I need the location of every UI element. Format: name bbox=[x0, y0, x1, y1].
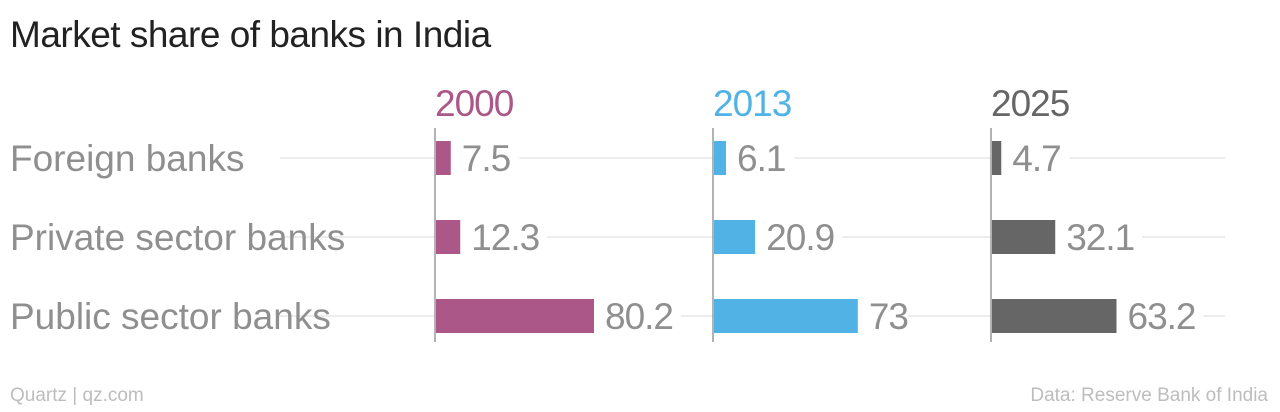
gridline-gap bbox=[725, 155, 795, 161]
gridline-gap bbox=[856, 313, 908, 319]
gridline-gap bbox=[593, 313, 681, 319]
bar-2025 bbox=[992, 299, 1117, 333]
gridline-gap bbox=[1115, 313, 1204, 319]
value-label: 7.5 bbox=[462, 138, 511, 179]
gridline-gap bbox=[449, 155, 520, 161]
source-text: Data: Reserve Bank of India bbox=[1030, 385, 1268, 406]
series-header-2025: 2025 bbox=[991, 83, 1070, 124]
value-label: 32.1 bbox=[1066, 217, 1134, 258]
bar-2013 bbox=[714, 141, 727, 175]
category-label: Foreign banks bbox=[10, 138, 244, 179]
bar-2013 bbox=[714, 299, 858, 333]
gridline-gap bbox=[754, 234, 843, 240]
gridline-gap bbox=[459, 234, 548, 240]
value-label: 6.1 bbox=[737, 138, 785, 179]
value-label: 73 bbox=[869, 296, 908, 337]
value-label: 20.9 bbox=[766, 217, 834, 258]
series-header-2013: 2013 bbox=[713, 83, 791, 124]
value-label: 4.7 bbox=[1012, 138, 1060, 179]
bar-2025 bbox=[992, 141, 1002, 175]
bar-2013 bbox=[714, 220, 756, 254]
series-header-2000: 2000 bbox=[435, 83, 514, 124]
category-label: Private sector banks bbox=[10, 217, 345, 258]
value-label: 12.3 bbox=[471, 217, 539, 258]
bar-2000 bbox=[436, 141, 451, 175]
bar-2000 bbox=[436, 299, 594, 333]
value-label: 63.2 bbox=[1128, 296, 1196, 337]
value-label: 80.2 bbox=[605, 296, 673, 337]
gridline-gap bbox=[1054, 234, 1143, 240]
bar-2000 bbox=[436, 220, 461, 254]
chart-title: Market share of banks in India bbox=[10, 14, 491, 55]
category-label: Public sector banks bbox=[10, 296, 331, 337]
credit-text: Quartz | qz.com bbox=[10, 385, 144, 406]
bar-2025 bbox=[992, 220, 1056, 254]
gridline-gap bbox=[1000, 155, 1070, 161]
